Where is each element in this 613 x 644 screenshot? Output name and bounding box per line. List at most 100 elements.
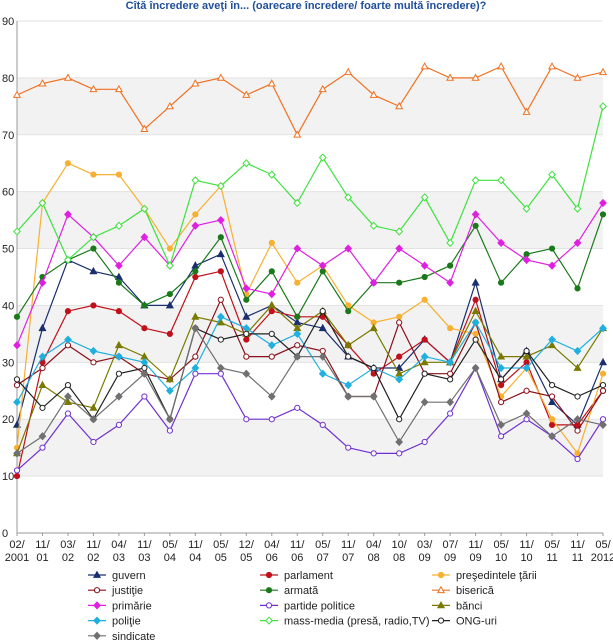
data-point	[573, 346, 582, 356]
data-point	[13, 473, 21, 480]
data-point	[547, 62, 557, 70]
series-biserică	[12, 62, 608, 138]
data-point	[447, 262, 454, 269]
data-point	[64, 308, 72, 315]
series-line	[16, 366, 604, 471]
data-point	[38, 380, 47, 388]
data-point	[344, 67, 353, 76]
data-point	[395, 227, 404, 236]
data-point	[114, 84, 123, 93]
data-point	[268, 416, 275, 423]
data-point	[217, 268, 224, 275]
legend-marker	[265, 616, 273, 625]
x-tick-label: 05/	[544, 539, 560, 551]
data-point	[165, 261, 174, 270]
x-tick-label: 03/	[60, 539, 76, 551]
data-point	[599, 420, 607, 430]
data-point	[344, 392, 353, 401]
data-point	[217, 336, 224, 343]
data-point	[165, 101, 174, 110]
data-point	[13, 376, 21, 383]
data-point	[369, 392, 378, 401]
data-point	[497, 62, 506, 70]
x-tick-label: 09	[419, 552, 431, 564]
x-tick-label: 08	[368, 552, 380, 564]
series-line	[16, 298, 604, 432]
data-point	[115, 352, 123, 361]
data-point	[421, 273, 428, 281]
x-tick-label: 10	[520, 552, 532, 564]
data-point	[446, 73, 455, 81]
data-point	[64, 210, 72, 219]
data-point	[216, 249, 225, 258]
data-point	[191, 79, 200, 87]
data-point	[216, 73, 225, 81]
y-tick-label: 80	[2, 73, 14, 85]
x-tick-label: 2001	[5, 552, 29, 564]
data-point	[420, 398, 429, 407]
legend-label: bănci	[456, 600, 482, 612]
data-point	[548, 245, 556, 252]
data-point	[268, 330, 275, 337]
data-point	[115, 308, 123, 315]
data-point	[472, 336, 479, 343]
x-tick-label: 11/	[468, 539, 483, 551]
legend-marker	[265, 602, 273, 609]
data-point	[115, 421, 123, 429]
data-point	[471, 318, 480, 327]
data-point	[344, 244, 353, 253]
series-line	[16, 270, 604, 477]
data-point	[242, 312, 251, 320]
data-point	[63, 397, 73, 406]
data-point	[497, 279, 505, 286]
data-point	[369, 90, 378, 98]
data-point	[38, 323, 47, 332]
data-point	[192, 353, 199, 360]
data-point	[598, 67, 608, 76]
data-point	[293, 352, 302, 361]
data-point	[13, 227, 21, 236]
data-point	[90, 171, 97, 178]
data-point	[369, 278, 378, 287]
data-point	[64, 160, 72, 167]
data-point	[471, 176, 480, 185]
data-point	[421, 296, 428, 303]
legend-item: poliţie	[88, 616, 141, 628]
data-point	[166, 245, 173, 252]
data-point	[497, 433, 505, 440]
legend-label: partide politice	[284, 600, 355, 612]
legend-item: bănci	[432, 600, 482, 612]
legend-item: parlament	[260, 570, 333, 582]
x-tick-label: 04/	[366, 539, 382, 551]
data-point	[318, 352, 327, 361]
data-point	[420, 62, 429, 70]
data-point	[547, 397, 557, 406]
data-point	[89, 346, 98, 356]
data-point	[497, 420, 505, 430]
legend-item: sindicate	[88, 631, 155, 643]
data-point	[370, 364, 377, 372]
data-point	[471, 73, 480, 81]
data-point	[447, 376, 454, 383]
x-tick-label: 05/	[315, 539, 331, 551]
data-point	[216, 363, 225, 373]
data-point	[395, 437, 404, 447]
data-point	[243, 296, 250, 303]
data-point	[267, 341, 276, 350]
x-tick-label: 11/	[86, 539, 101, 551]
data-point	[191, 261, 200, 269]
data-point	[90, 359, 97, 366]
data-point	[319, 308, 326, 315]
data-point	[345, 444, 352, 451]
data-point	[268, 268, 275, 275]
data-point	[599, 387, 607, 394]
x-tick-label: 08	[393, 552, 405, 564]
data-point	[114, 272, 123, 280]
data-point	[268, 308, 275, 315]
data-point	[599, 324, 607, 333]
data-point	[345, 353, 352, 360]
data-point	[141, 393, 148, 400]
data-point	[115, 279, 123, 286]
legend-item: preşedintele ţării	[432, 570, 537, 582]
data-point	[38, 352, 47, 361]
